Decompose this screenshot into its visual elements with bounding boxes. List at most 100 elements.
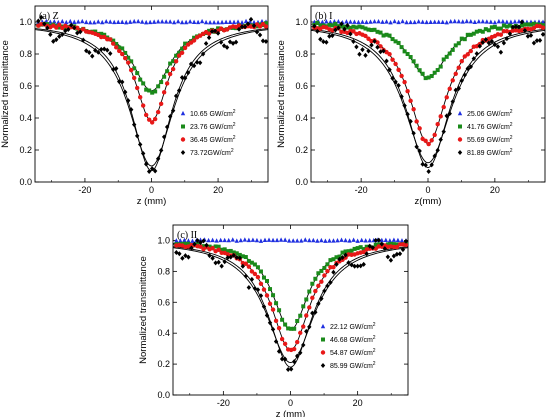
data-point-diamond bbox=[242, 24, 248, 30]
data-point-diamond bbox=[213, 260, 218, 266]
data-point-square bbox=[394, 242, 399, 247]
data-point-diamond bbox=[477, 43, 483, 49]
data-point-square bbox=[340, 250, 345, 255]
data-point-square bbox=[351, 24, 356, 29]
data-point-square bbox=[304, 297, 309, 302]
data-point-square bbox=[420, 71, 425, 76]
data-point-diamond bbox=[345, 22, 350, 28]
fit-curve-4 bbox=[311, 28, 545, 169]
data-point-triangle bbox=[230, 237, 235, 242]
data-point-circle bbox=[111, 41, 116, 46]
data-point-diamond bbox=[324, 39, 329, 45]
data-point-triangle bbox=[191, 19, 197, 24]
legend-unit-superscript: 2 bbox=[233, 122, 236, 128]
data-point-circle bbox=[264, 293, 270, 298]
y-axis-title: Normalized transmittance bbox=[0, 40, 11, 148]
data-point-triangle bbox=[195, 19, 201, 25]
data-point-diamond bbox=[108, 50, 113, 56]
data-point-diamond bbox=[233, 39, 239, 45]
legend-marker bbox=[180, 137, 186, 142]
data-point-square bbox=[366, 27, 371, 32]
data-point-triangle bbox=[190, 238, 195, 243]
data-point-diamond bbox=[102, 46, 107, 52]
x-tick-label: 20 bbox=[213, 185, 223, 195]
data-point-triangle bbox=[251, 19, 257, 25]
data-point-circle bbox=[316, 283, 321, 289]
data-point-triangle bbox=[139, 19, 145, 24]
data-point-diamond bbox=[426, 168, 431, 174]
data-point-circle bbox=[351, 29, 356, 34]
data-point-square bbox=[219, 247, 224, 252]
data-point-diamond bbox=[186, 254, 191, 260]
data-point-diamond bbox=[462, 72, 467, 78]
data-point-circle bbox=[387, 51, 392, 57]
data-point-triangle bbox=[127, 19, 133, 24]
data-point-diamond bbox=[99, 46, 104, 52]
data-point-diamond bbox=[288, 366, 294, 372]
data-point-diamond bbox=[177, 251, 182, 257]
data-point-triangle bbox=[64, 19, 69, 25]
data-point-triangle bbox=[355, 238, 360, 243]
data-point-square bbox=[391, 242, 396, 247]
data-point-triangle bbox=[399, 238, 405, 243]
data-point-triangle bbox=[383, 237, 389, 242]
data-point-square bbox=[135, 71, 140, 76]
data-point-triangle bbox=[178, 238, 183, 243]
data-point-diamond bbox=[254, 29, 260, 35]
data-point-diamond bbox=[360, 47, 365, 53]
data-point-square bbox=[171, 59, 176, 64]
data-point-circle bbox=[498, 32, 504, 37]
data-point-circle bbox=[343, 255, 348, 260]
data-point-circle bbox=[319, 279, 324, 284]
data-point-square bbox=[360, 25, 365, 30]
data-point-square bbox=[295, 318, 300, 323]
data-point-circle bbox=[465, 52, 470, 57]
data-point-diamond bbox=[385, 254, 391, 260]
data-point-circle bbox=[447, 86, 452, 92]
data-point-diamond bbox=[204, 242, 209, 248]
data-point-diamond bbox=[212, 28, 218, 34]
data-point-diamond bbox=[257, 32, 263, 38]
data-point-square bbox=[120, 46, 125, 51]
data-point-circle bbox=[158, 101, 164, 106]
data-point-square bbox=[504, 24, 509, 29]
x-axis-title: z (mm) bbox=[276, 409, 306, 417]
data-point-triangle bbox=[167, 19, 173, 24]
data-point-diamond bbox=[279, 356, 285, 362]
data-point-diamond bbox=[355, 263, 360, 269]
data-point-square bbox=[216, 26, 221, 31]
legend-entry: 23.76 GW/cm2 bbox=[190, 122, 236, 131]
data-point-diamond bbox=[468, 64, 473, 70]
data-point-triangle bbox=[351, 237, 356, 242]
data-point-triangle bbox=[147, 19, 153, 25]
data-point-circle bbox=[261, 287, 267, 292]
data-point-triangle bbox=[266, 237, 272, 242]
data-point-square bbox=[357, 24, 362, 29]
data-point-triangle bbox=[270, 237, 276, 243]
data-point-square bbox=[277, 308, 282, 313]
data-point-square bbox=[444, 54, 449, 59]
data-point-diamond bbox=[522, 27, 528, 33]
data-point-triangle bbox=[68, 18, 73, 24]
data-point-diamond bbox=[357, 51, 362, 57]
data-point-triangle bbox=[324, 19, 329, 24]
data-point-triangle bbox=[319, 237, 324, 243]
data-point-square bbox=[373, 242, 378, 247]
fit-curve-outer bbox=[173, 247, 408, 364]
data-point-triangle bbox=[238, 237, 244, 243]
data-point-circle bbox=[191, 38, 197, 43]
data-point-diamond bbox=[246, 284, 252, 290]
data-point-diamond bbox=[66, 26, 71, 32]
data-point-circle bbox=[411, 107, 416, 112]
data-point-diamond bbox=[396, 83, 401, 89]
data-point-diamond bbox=[465, 66, 470, 72]
data-point-diamond bbox=[301, 342, 306, 348]
data-point-square bbox=[456, 41, 461, 46]
data-point-square bbox=[322, 265, 327, 270]
data-point-square bbox=[349, 248, 354, 253]
data-point-circle bbox=[137, 95, 143, 100]
data-point-triangle bbox=[234, 238, 239, 243]
data-point-diamond bbox=[417, 148, 422, 154]
data-point-diamond bbox=[388, 257, 394, 263]
legend-marker bbox=[180, 110, 186, 116]
